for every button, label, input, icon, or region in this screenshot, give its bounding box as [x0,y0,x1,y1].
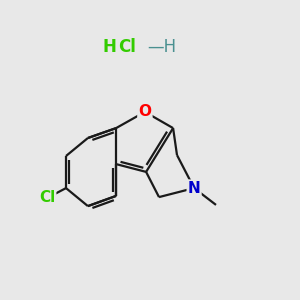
Text: O: O [138,104,152,119]
Text: H: H [102,38,116,56]
Text: Cl: Cl [118,38,136,56]
Text: N: N [188,181,200,196]
Text: —H: —H [147,38,176,56]
Text: Cl: Cl [39,190,55,206]
